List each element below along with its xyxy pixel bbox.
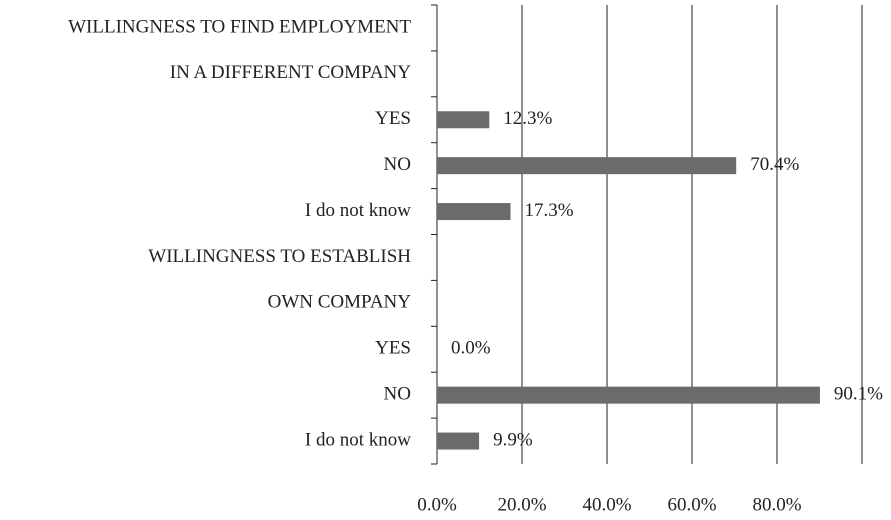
bar (437, 432, 480, 450)
y-tick-label: OWN COMPANY (268, 292, 412, 313)
y-tick-label: YES (375, 338, 411, 359)
y-tick-label: IN A DIFFERENT COMPANY (170, 62, 412, 83)
y-tick-label: WILLINGNESS TO FIND EMPLOYMENT (68, 16, 411, 37)
bar (437, 386, 820, 404)
y-tick-label: I do not know (305, 429, 411, 450)
x-tick-label: 60.0% (667, 494, 716, 515)
bar (437, 157, 737, 175)
value-label: 90.1% (834, 384, 883, 405)
y-tick-label: I do not know (305, 200, 411, 221)
value-label: 17.3% (525, 200, 574, 221)
value-label: 9.9% (493, 429, 533, 450)
x-tick-label: 20.0% (497, 494, 546, 515)
y-tick-label: NO (384, 384, 411, 405)
value-label: 0.0% (451, 338, 491, 359)
y-tick-label: YES (375, 108, 411, 129)
value-label: 12.3% (503, 108, 552, 129)
x-tick-label: 40.0% (582, 494, 631, 515)
x-tick-label: 0.0% (417, 494, 457, 515)
value-label: 70.4% (750, 154, 799, 175)
y-tick-label: WILLINGNESS TO ESTABLISH (148, 246, 411, 267)
bar (437, 111, 490, 129)
y-tick-label: NO (384, 154, 411, 175)
x-tick-label: 80.0% (752, 494, 801, 515)
bar (437, 203, 511, 221)
